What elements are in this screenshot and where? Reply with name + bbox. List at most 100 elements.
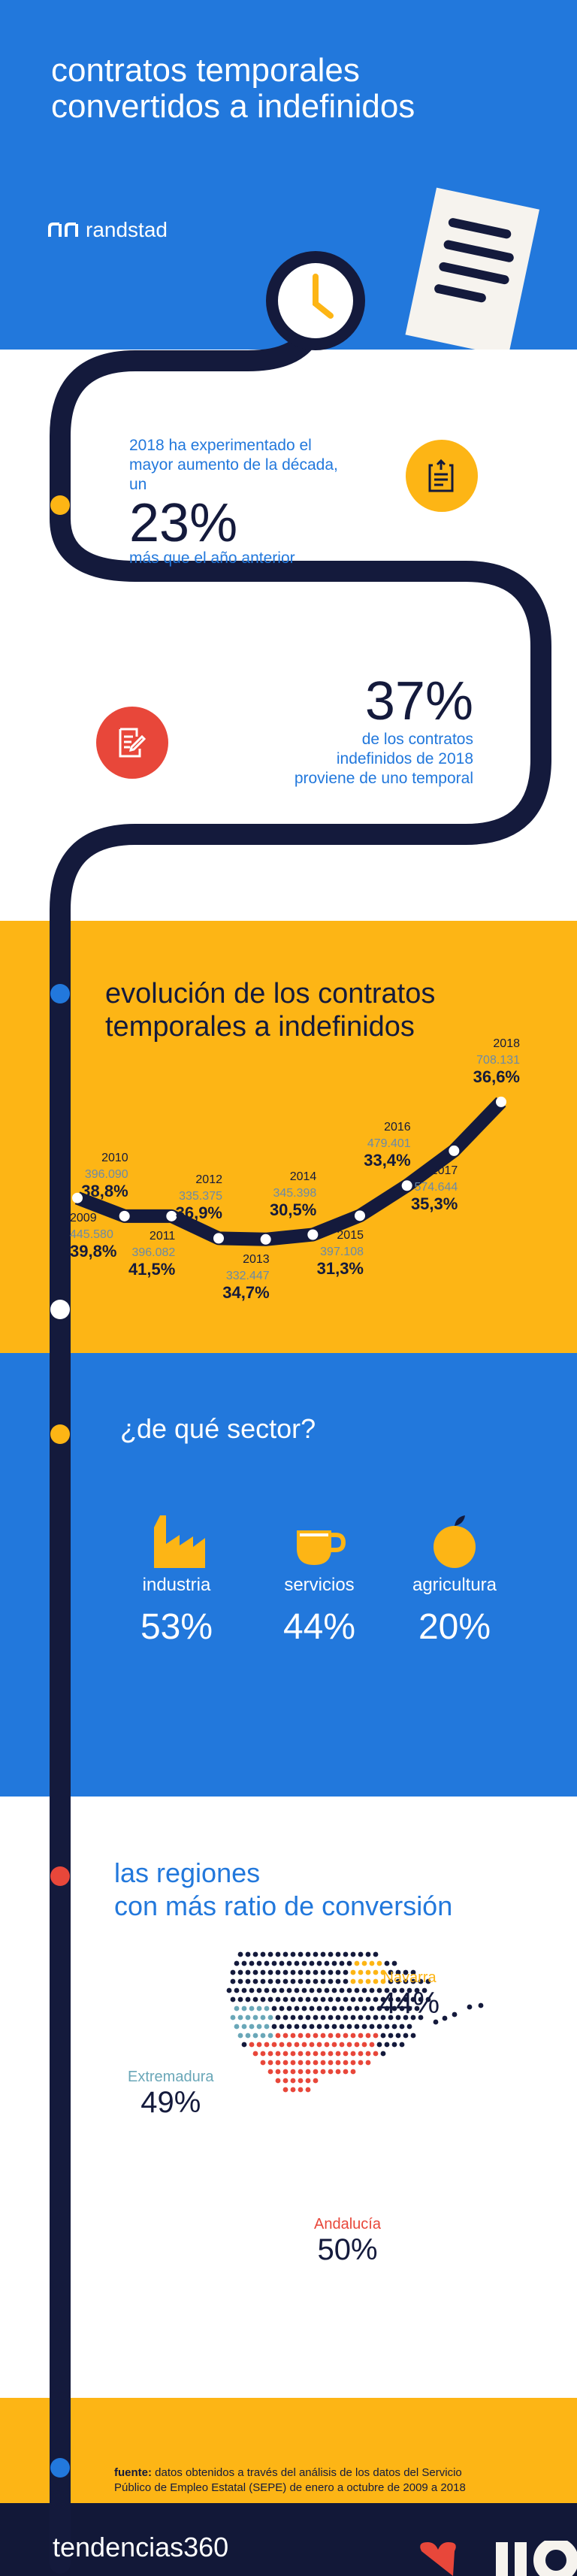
map-dot bbox=[361, 1960, 367, 1966]
map-dot bbox=[260, 2033, 266, 2039]
data-point bbox=[213, 1233, 224, 1244]
map-dot bbox=[264, 2005, 270, 2011]
map-dot bbox=[328, 1969, 334, 1975]
spain-dot-map bbox=[226, 1951, 484, 2093]
map-dot bbox=[467, 2004, 473, 2010]
map-dot bbox=[313, 1996, 319, 2002]
map-dot bbox=[245, 1978, 251, 1984]
data-point bbox=[401, 1180, 412, 1191]
map-dot bbox=[384, 2005, 390, 2011]
year-label: 2013 bbox=[243, 1252, 270, 1266]
map-dot bbox=[282, 2087, 288, 2093]
stat1-value: 23% bbox=[129, 493, 238, 553]
map-dot bbox=[350, 2069, 356, 2075]
sector-name: servicios bbox=[284, 1575, 355, 1595]
randstad-logo-icon bbox=[48, 222, 78, 237]
map-dot bbox=[230, 1996, 236, 2002]
page-title: contratos temporales convertidos a indef… bbox=[51, 53, 415, 125]
data-label: 2013 332.447 34,7% bbox=[202, 1252, 270, 1301]
map-dot bbox=[395, 1978, 401, 1984]
map-dot bbox=[271, 1960, 277, 1966]
map-dot bbox=[410, 1978, 416, 1984]
map-dot bbox=[286, 1960, 292, 1966]
map-dot bbox=[313, 2033, 319, 2039]
map-dot bbox=[320, 1996, 326, 2002]
map-dot bbox=[343, 2014, 349, 2021]
map-dot bbox=[279, 1987, 285, 1993]
map-dot bbox=[275, 2033, 281, 2039]
map-dot bbox=[346, 2005, 352, 2011]
map-dot bbox=[282, 2069, 288, 2075]
map-dot bbox=[361, 2042, 367, 2048]
map-dot bbox=[298, 2051, 304, 2057]
map-dot bbox=[421, 1987, 427, 1993]
map-dot bbox=[328, 2051, 334, 2057]
map-dot bbox=[358, 1996, 364, 2002]
map-dot bbox=[267, 1969, 273, 1975]
stat-increase: 2018 ha experimentado el mayor aumento d… bbox=[129, 436, 347, 568]
count-label: 335.375 bbox=[179, 1190, 222, 1203]
year-label: 2015 bbox=[337, 1229, 364, 1243]
map-dot bbox=[275, 2078, 281, 2084]
map-dot bbox=[335, 2014, 341, 2021]
brand-name: randstad bbox=[86, 218, 168, 241]
map-dot bbox=[410, 1996, 416, 2002]
map-dot bbox=[298, 1996, 304, 2002]
map-dot bbox=[373, 1951, 379, 1957]
map-dot bbox=[230, 1969, 236, 1975]
year-label: 2016 bbox=[384, 1121, 411, 1134]
map-dot bbox=[343, 2051, 349, 2057]
clock-icon bbox=[266, 251, 365, 350]
count-label: 396.090 bbox=[84, 1167, 128, 1181]
map-dot bbox=[256, 2042, 262, 2048]
map-dot bbox=[328, 2060, 334, 2066]
map-dot bbox=[346, 1987, 352, 1993]
map-dot bbox=[252, 1978, 258, 1984]
map-dot bbox=[350, 2051, 356, 2057]
cup-icon bbox=[297, 1530, 346, 1565]
map-dot bbox=[305, 1996, 311, 2002]
map-dot bbox=[275, 2014, 281, 2021]
map-dot bbox=[230, 1978, 236, 1984]
map-dot bbox=[433, 2019, 439, 2025]
map-dot bbox=[354, 2005, 360, 2011]
map-dot bbox=[241, 1987, 247, 1993]
region-value: 44% bbox=[379, 1987, 440, 2020]
map-dot bbox=[391, 2005, 397, 2011]
map-dot bbox=[406, 1987, 412, 1993]
map-dot bbox=[275, 1978, 281, 1984]
map-dot bbox=[328, 1951, 334, 1957]
map-dot bbox=[245, 2014, 251, 2021]
map-dot bbox=[331, 1960, 337, 1966]
map-dot bbox=[298, 2078, 304, 2084]
map-dot bbox=[316, 2005, 322, 2011]
region-navarra: Navarra 44% bbox=[379, 1969, 440, 2021]
map-dot bbox=[478, 2002, 484, 2008]
data-point bbox=[260, 1234, 271, 1245]
map-dot bbox=[249, 2042, 255, 2048]
map-dot bbox=[298, 2087, 304, 2093]
map-dot bbox=[376, 2042, 382, 2048]
map-dot bbox=[365, 2014, 371, 2021]
map-dot bbox=[328, 2014, 334, 2021]
year-label: 2010 bbox=[101, 1151, 128, 1164]
map-dot bbox=[237, 1951, 243, 1957]
stat2-value: 37% bbox=[364, 671, 473, 731]
year-label: 2018 bbox=[493, 1037, 520, 1050]
map-dot bbox=[328, 2069, 334, 2075]
map-dot bbox=[267, 1951, 273, 1957]
map-dot bbox=[249, 1987, 255, 1993]
map-dot bbox=[320, 2014, 326, 2021]
map-dot bbox=[275, 2051, 281, 2057]
map-dot bbox=[264, 1960, 270, 1966]
map-dot bbox=[260, 1996, 266, 2002]
randstad-logo: randstad bbox=[48, 218, 168, 242]
map-dot bbox=[275, 2069, 281, 2075]
map-dot bbox=[403, 1996, 409, 2002]
percent-label: 35,3% bbox=[410, 1194, 458, 1213]
orange-icon bbox=[434, 1515, 476, 1568]
map-dot bbox=[388, 2014, 394, 2021]
map-dot bbox=[339, 2042, 345, 2048]
map-dot bbox=[391, 1960, 397, 1966]
region-andalucia: Andalucía 50% bbox=[314, 2216, 381, 2267]
